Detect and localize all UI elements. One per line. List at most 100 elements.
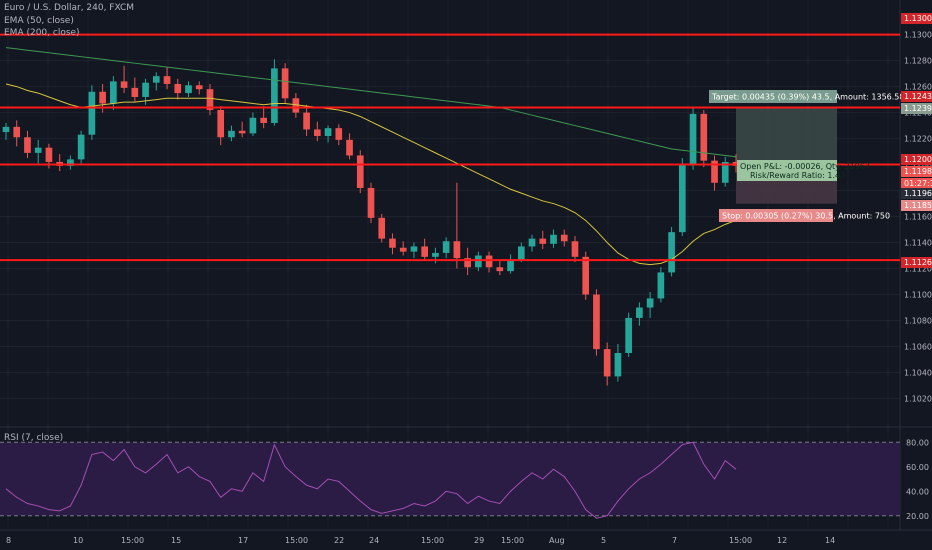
ema200-line (5, 47, 737, 158)
candle-body (636, 307, 643, 318)
candle (163, 67, 171, 90)
candle-body (67, 159, 74, 166)
candle (507, 254, 514, 274)
time-tick-label: 15:00 (501, 536, 524, 545)
candle-body (464, 258, 471, 268)
candle (678, 158, 686, 237)
time-tick-label: 14 (825, 536, 835, 545)
level-price-tag: 1.13000 (904, 14, 932, 23)
time-tick-label: 29 (474, 536, 484, 545)
pl-label-box[interactable]: Open P&L: -0.00026, Qty: 31967 Risk/Rewa… (737, 160, 870, 181)
position-zones[interactable] (736, 107, 837, 204)
candle (217, 106, 225, 146)
candle-body (206, 89, 214, 110)
candle (421, 238, 429, 261)
candle (721, 156, 729, 187)
rsi-legend[interactable]: RSI (7, close) (4, 433, 64, 443)
candle-body (657, 272, 665, 299)
candle-body (646, 298, 654, 308)
candle-body (410, 246, 418, 252)
current-price-tag: 1.11987 (904, 167, 932, 176)
level-price-tag-bg (901, 154, 932, 165)
countdown-tag-bg (901, 178, 932, 189)
candle (195, 81, 203, 95)
candle-body (603, 349, 611, 377)
candle (475, 251, 482, 272)
candle-body (131, 87, 139, 97)
candle (560, 229, 568, 247)
level-price-tag-bg (901, 13, 932, 24)
candle (228, 125, 235, 142)
candle (399, 241, 407, 256)
candle (238, 121, 246, 138)
candle (313, 121, 321, 142)
target-price-tag-bg (901, 103, 932, 114)
horizontal-levels[interactable] (0, 33, 900, 262)
rsi-axis: 80.00 60.00 40.00 20.00 (906, 438, 929, 521)
price-axis[interactable]: 1.130001.128001.126001.124001.122001.120… (904, 31, 932, 404)
candle-body (711, 160, 718, 183)
target-label-bg (709, 90, 837, 103)
candle (88, 85, 96, 140)
level-price-tag-bg (901, 91, 932, 102)
candle (528, 234, 536, 252)
candle-body (2, 126, 10, 133)
pl-label-bg (737, 160, 837, 181)
candle-body (324, 128, 332, 136)
ema50-legend[interactable]: EMA (50, close) (4, 16, 74, 26)
stop-price-tag-bg (901, 200, 932, 211)
candle (67, 155, 74, 170)
candle-body (88, 91, 96, 135)
candle (593, 289, 600, 356)
symbol-title[interactable]: Euro / U.S. Dollar, 240, FXCM (4, 3, 135, 13)
candle (77, 130, 85, 164)
candle-body (356, 155, 364, 188)
candle-body (668, 232, 675, 273)
candle-body (346, 139, 353, 156)
candle (185, 81, 192, 97)
price-tick-label: 1.12200 (904, 135, 932, 144)
price-tick-label: 1.12000 (904, 161, 932, 170)
candle-body (335, 128, 343, 140)
time-tick-label: 8 (6, 536, 11, 545)
time-tick-label: 15 (171, 536, 181, 545)
candle (356, 150, 364, 194)
target-zone[interactable] (736, 107, 837, 165)
candle (496, 259, 504, 276)
candle-body (303, 112, 310, 130)
candle (571, 236, 579, 263)
time-tick-label: 15:00 (285, 536, 308, 545)
level-price-tag-bg (901, 257, 932, 268)
target-label-box[interactable]: Target: 0.00435 (0.39%) 43.5, Amount: 13… (709, 90, 904, 103)
candle-body (475, 255, 482, 268)
level-price-tag: 1.12000 (904, 155, 932, 164)
ema200-legend[interactable]: EMA (200, close) (4, 28, 80, 38)
level-price-tag: 1.12439 (904, 92, 932, 101)
stop-label-box[interactable]: Stop: 0.00305 (0.27%) 30.5, Amount: 750 (719, 209, 890, 222)
candle-body (13, 126, 21, 138)
candle-body (593, 294, 600, 350)
candle-body (560, 234, 568, 242)
rsi-tick-label: 20.00 (906, 512, 929, 521)
candle-body (453, 241, 461, 259)
price-tick-label: 1.12800 (904, 57, 932, 66)
countdown-tag: 01:27:16 (904, 179, 932, 188)
candle (260, 106, 267, 129)
candle (281, 63, 289, 104)
candle (24, 130, 31, 159)
price-tick-label: 1.13000 (904, 31, 932, 40)
candle (657, 267, 665, 303)
candle (378, 213, 386, 243)
time-axis[interactable]: 8 10 15:00 15 17 15:00 22 24 15:00 29 15:00 Aug 5 7 15… (6, 536, 835, 545)
candle-body (689, 113, 697, 165)
candle-body (120, 81, 128, 88)
candle (2, 122, 10, 140)
price-tick-label: 1.10600 (904, 343, 932, 352)
time-tick-label: 12 (777, 536, 787, 545)
candle-body (378, 217, 386, 239)
candle-body (517, 246, 525, 260)
stop-price-tag: 1.11858 (904, 201, 932, 210)
time-tick-label: 22 (334, 536, 344, 545)
candle-body (195, 85, 203, 90)
